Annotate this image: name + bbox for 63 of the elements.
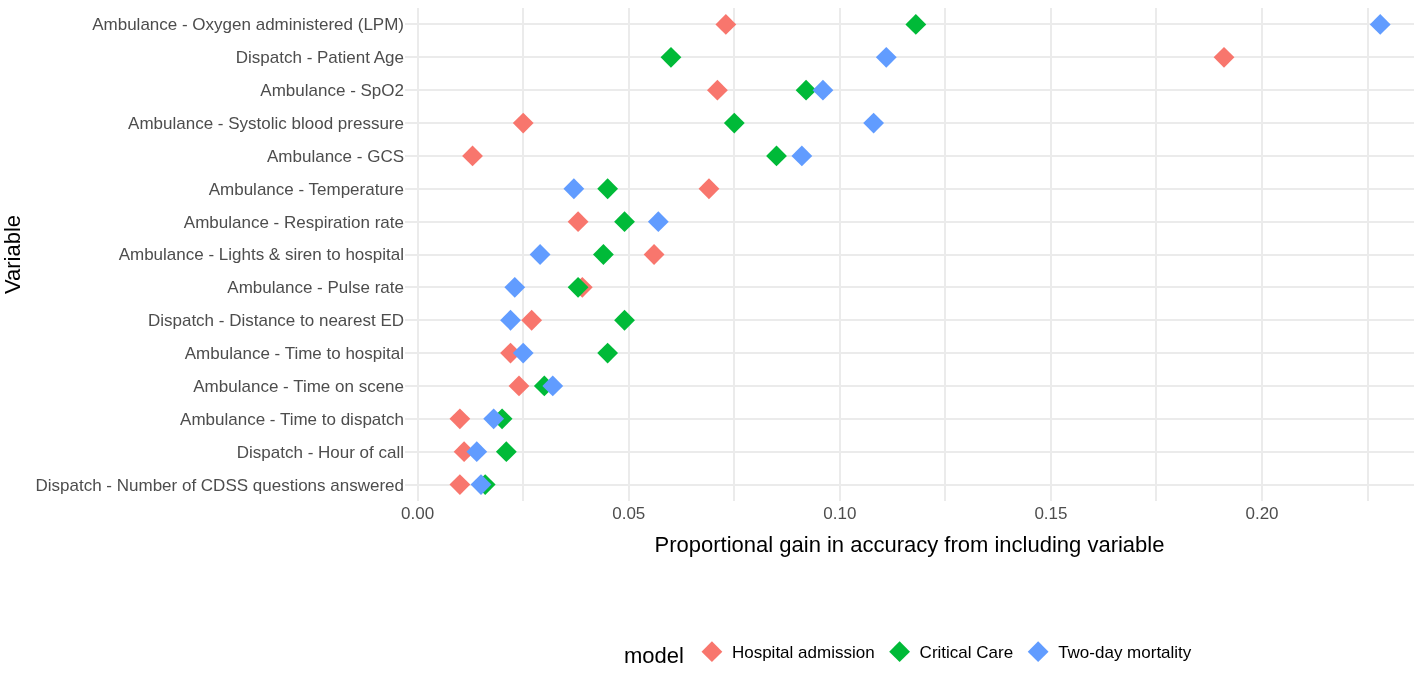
- x-tick-label: 0.15: [1034, 504, 1068, 523]
- point: [1369, 14, 1391, 35]
- y-tick-label: Ambulance - Time to dispatch: [180, 409, 404, 429]
- point: [795, 79, 817, 101]
- point: [614, 309, 635, 331]
- point: [791, 145, 813, 167]
- y-tick-label: Ambulance - Oxygen administered (LPM): [92, 15, 404, 35]
- point: [812, 79, 834, 101]
- y-tick-label: Ambulance - SpO2: [260, 81, 404, 101]
- x-axis-title: Proportional gain in accuracy from including variable: [654, 531, 1165, 557]
- y-tick-label: Dispatch - Distance to nearest ED: [147, 311, 404, 331]
- point: [512, 112, 534, 134]
- point: [698, 178, 720, 200]
- point: [495, 441, 517, 463]
- point: [905, 14, 927, 35]
- point: [875, 46, 897, 68]
- point: [512, 342, 534, 364]
- y-axis-title: Variable: [0, 214, 25, 295]
- y-tick-label: Ambulance - Temperature: [208, 179, 404, 199]
- point: [597, 342, 619, 364]
- point: [647, 211, 669, 233]
- legend-title: model: [624, 642, 684, 668]
- y-tick-label: Ambulance - Systolic blood pressure: [128, 113, 404, 133]
- point: [766, 145, 787, 167]
- point: [563, 178, 585, 200]
- y-tick-label: Ambulance - Lights & siren to hospital: [118, 245, 404, 265]
- point: [462, 145, 483, 167]
- point: [483, 408, 505, 430]
- y-tick-label: Ambulance - Pulse rate: [227, 278, 404, 298]
- point: [500, 309, 521, 331]
- point: [466, 441, 488, 463]
- point: [449, 408, 471, 430]
- point: [707, 79, 728, 101]
- point: [660, 46, 682, 68]
- point: [1213, 46, 1235, 68]
- x-tick-label: 0.05: [612, 504, 646, 523]
- point: [614, 211, 635, 233]
- point: [863, 112, 885, 134]
- y-tick-label: Dispatch - Hour of call: [236, 442, 404, 462]
- point: [529, 244, 551, 265]
- y-tick-label: Ambulance - Respiration rate: [183, 212, 404, 232]
- point: [597, 178, 619, 200]
- point: [449, 474, 471, 495]
- legend-label: Critical Care: [919, 643, 1014, 663]
- point: [504, 276, 526, 298]
- point: [723, 112, 745, 134]
- y-tick-label: Ambulance - Time to hospital: [184, 344, 404, 364]
- point: [521, 309, 543, 331]
- y-tick-label: Ambulance - Time on scene: [193, 376, 404, 396]
- point: [567, 211, 589, 233]
- y-tick-label: Dispatch - Number of CDSS questions answered: [35, 475, 404, 495]
- legend-label: Hospital admission: [731, 643, 875, 663]
- point: [508, 375, 530, 397]
- point: [715, 14, 737, 35]
- x-tick-label: 0.20: [1245, 504, 1279, 523]
- legend-label: Two-day mortality: [1058, 643, 1192, 663]
- point: [593, 244, 614, 265]
- y-tick-label: Ambulance - GCS: [267, 146, 404, 166]
- point: [542, 375, 564, 397]
- point: [643, 244, 665, 265]
- y-tick-label: Dispatch - Patient Age: [235, 48, 404, 68]
- text: 0.00: [401, 504, 435, 523]
- x-tick-label: 0.10: [823, 504, 857, 523]
